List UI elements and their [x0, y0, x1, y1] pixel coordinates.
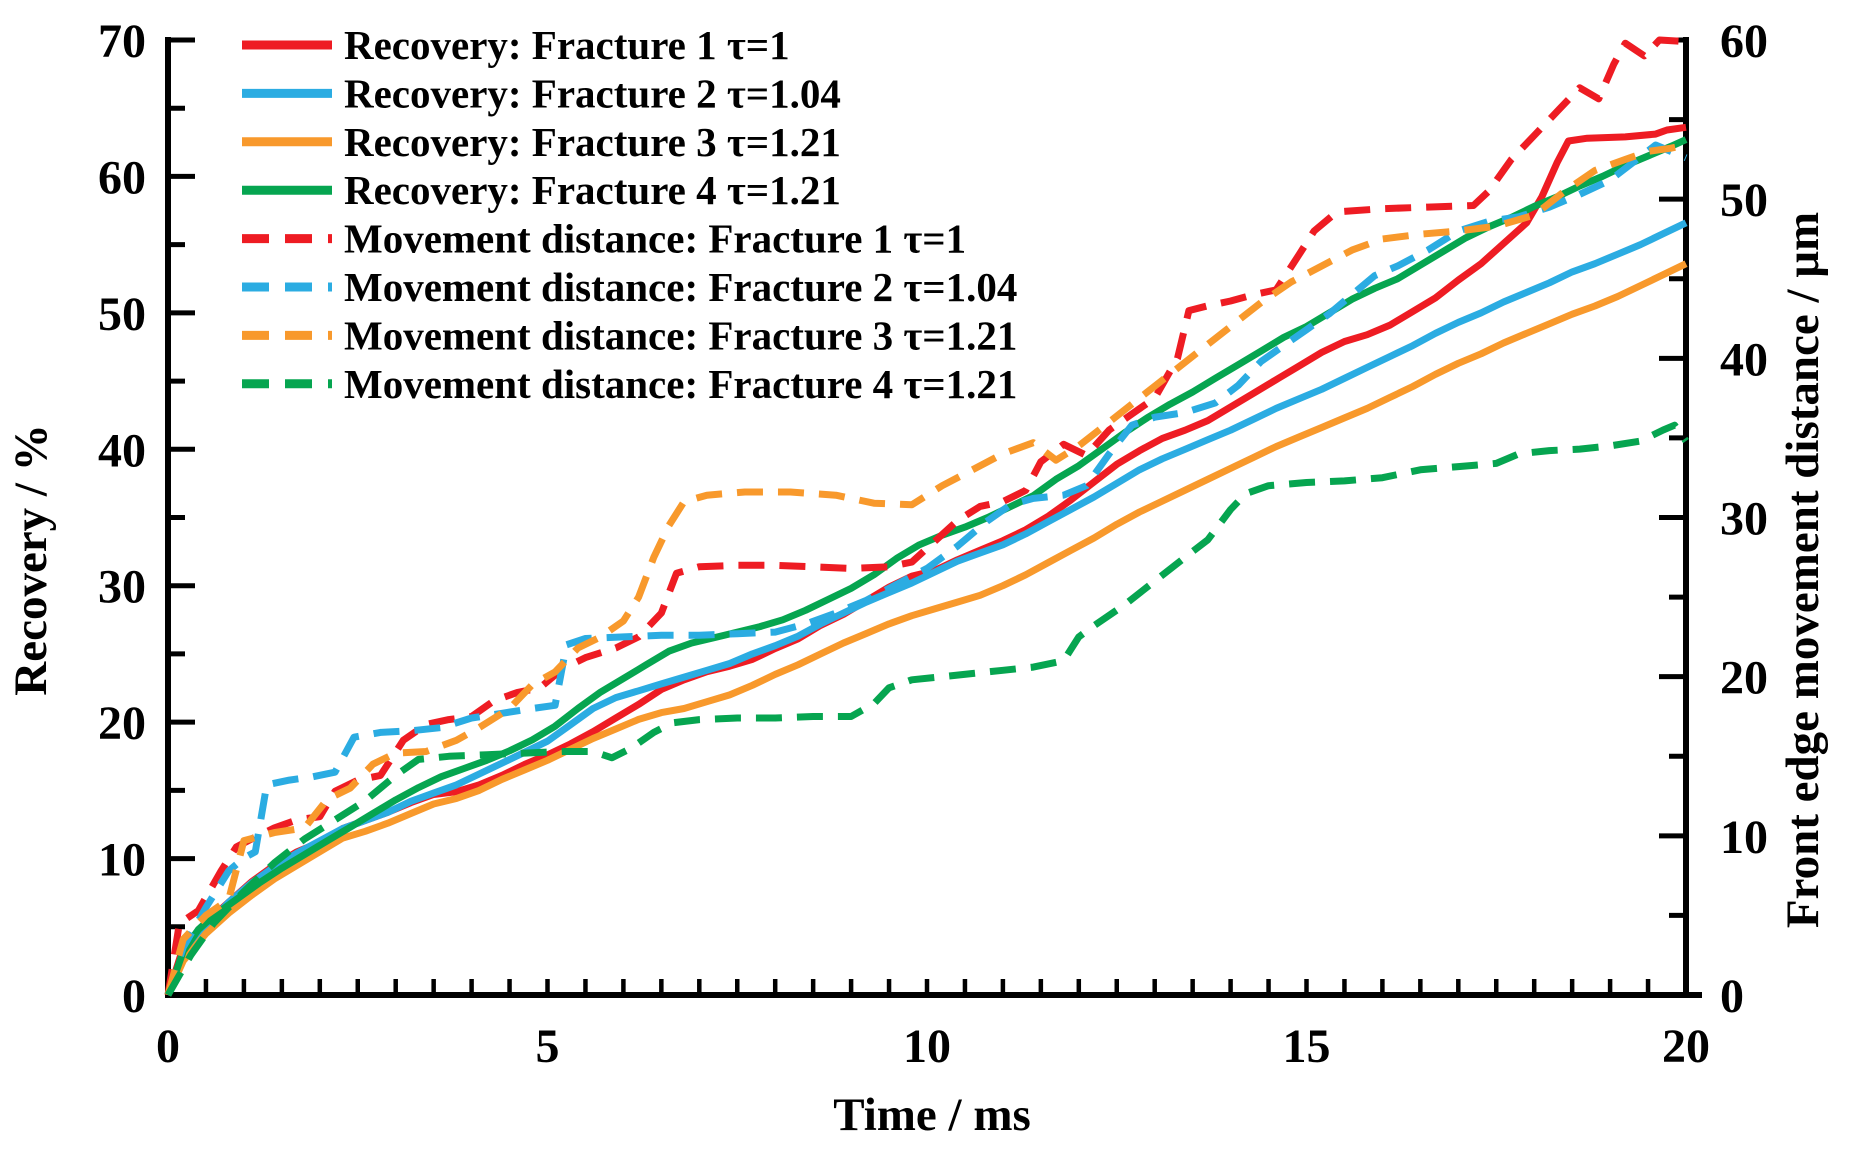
y-left-tick-label: 30: [98, 561, 146, 614]
legend-label-2: Recovery: Fracture 2 τ=1.04: [344, 70, 841, 116]
legend-label-4: Recovery: Fracture 4 τ=1.21: [344, 167, 841, 213]
x-tick-label: 20: [1662, 1020, 1710, 1073]
legend-label-1: Recovery: Fracture 1 τ=1: [344, 22, 790, 68]
series-line-5: [164, 36, 1687, 996]
series-line-4: [164, 136, 1688, 997]
y-right-tick-label: 60: [1720, 15, 1768, 68]
legend-label-6: Movement distance: Fracture 2 τ=1.04: [344, 264, 1017, 310]
y-right-tick-label: 30: [1720, 493, 1768, 546]
legend-label-7: Movement distance: Fracture 3 τ=1.21: [344, 312, 1017, 358]
y-left-tick-label: 60: [98, 151, 146, 204]
y-right-tick-label: 20: [1720, 652, 1768, 705]
y-right-tick-label: 10: [1720, 811, 1768, 864]
x-tick-label: 5: [536, 1020, 560, 1073]
series-line-8: [164, 421, 1689, 997]
y-left-tick-label: 40: [98, 424, 146, 477]
y-left-tick-label: 0: [122, 970, 146, 1023]
y-right-tick-label: 0: [1720, 970, 1744, 1023]
x-tick-label: 10: [903, 1020, 951, 1073]
y-left-tick-label: 70: [98, 15, 146, 68]
y-right-axis-title: Front edge movement distance / μm: [1777, 212, 1829, 928]
y-left-tick-label: 10: [98, 834, 146, 887]
series-line-7: [164, 141, 1687, 996]
axes: 0 10 20 30 40 50 60 70 0 10 20 30 40 50 60 0 5 10 15 20: [98, 15, 1768, 1073]
y-right-tick-label: 40: [1720, 333, 1768, 386]
y-left-tick-label: 50: [98, 288, 146, 341]
series-line-6: [164, 141, 1688, 997]
y-left-axis-title: Recovery / %: [5, 424, 57, 695]
series-line-2: [164, 219, 1688, 997]
series-lines: [164, 36, 1689, 997]
x-axis-title: Time / ms: [833, 1089, 1031, 1141]
series-line-3: [164, 260, 1688, 997]
x-tick-label: 0: [156, 1020, 180, 1073]
legend-label-8: Movement distance: Fracture 4 τ=1.21: [344, 361, 1017, 407]
y-right-tick-label: 50: [1720, 174, 1768, 227]
x-tick-label: 15: [1283, 1020, 1331, 1073]
legend-label-3: Recovery: Fracture 3 τ=1.21: [344, 119, 841, 165]
y-left-tick-label: 20: [98, 697, 146, 750]
legend-label-5: Movement distance: Fracture 1 τ=1: [344, 216, 966, 262]
